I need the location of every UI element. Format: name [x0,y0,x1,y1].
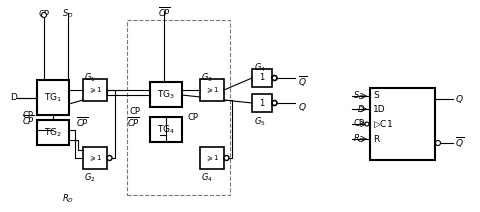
Bar [37,120,69,145]
Text: $\overline{CP}$: $\overline{CP}$ [127,115,140,129]
Text: $\overline{CP}$: $\overline{CP}$ [22,113,35,127]
Text: CP: CP [354,120,365,128]
Text: TG$_2$: TG$_2$ [44,126,62,139]
Text: S: S [373,92,379,100]
Text: $\overline{Q}$: $\overline{Q}$ [455,135,464,151]
Text: $S_D$: $S_D$ [353,90,365,102]
Text: $G_4$: $G_4$ [201,172,213,184]
Text: $Q$: $Q$ [298,101,307,113]
Text: $G_2$: $G_2$ [84,172,96,184]
Circle shape [272,75,277,81]
Text: CP: CP [129,107,140,117]
Text: D: D [10,93,17,102]
Circle shape [107,155,112,160]
Text: $S_D$: $S_D$ [62,8,74,21]
Text: $\triangleright$C1: $\triangleright$C1 [373,118,393,130]
Text: $R_D$: $R_D$ [353,133,365,145]
Bar [252,69,272,87]
Bar [37,80,69,115]
Circle shape [365,122,369,126]
Bar [83,79,107,101]
Text: CP: CP [188,113,199,121]
Text: CP: CP [23,110,34,120]
Bar [150,117,182,142]
Text: $\geqslant$1: $\geqslant$1 [205,85,219,95]
Text: 1: 1 [259,99,264,107]
Text: CP: CP [38,10,49,19]
Text: TG$_1$: TG$_1$ [44,91,62,104]
Text: R: R [373,134,379,144]
Text: TG$_3$: TG$_3$ [157,88,175,101]
Bar [252,94,272,112]
Bar [200,147,224,169]
Bar [127,20,230,195]
Text: $\overline{CP}$: $\overline{CP}$ [76,115,89,129]
Bar [370,88,435,160]
Bar [150,82,182,107]
Text: 1: 1 [259,74,264,82]
Bar [200,79,224,101]
Text: $\geqslant$1: $\geqslant$1 [205,153,219,163]
Text: $\overline{CP}$: $\overline{CP}$ [157,5,170,19]
Text: $D$: $D$ [357,103,365,114]
Circle shape [435,141,441,145]
Circle shape [272,100,277,106]
Circle shape [41,13,47,18]
Text: 1D: 1D [373,105,385,113]
Text: $G_1$: $G_1$ [84,72,96,85]
Text: $\geqslant$1: $\geqslant$1 [88,85,102,95]
Text: $\geqslant$1: $\geqslant$1 [88,153,102,163]
Text: $\overline{Q}$: $\overline{Q}$ [298,75,307,89]
Text: $G_4$: $G_4$ [254,62,266,74]
Text: TG$_4$: TG$_4$ [157,123,175,136]
Circle shape [224,155,229,160]
Text: $Q$: $Q$ [455,93,464,105]
Bar [83,147,107,169]
Text: $G_3$: $G_3$ [201,72,213,85]
Text: $R_D$: $R_D$ [62,192,74,205]
Text: $G_5$: $G_5$ [254,115,266,127]
